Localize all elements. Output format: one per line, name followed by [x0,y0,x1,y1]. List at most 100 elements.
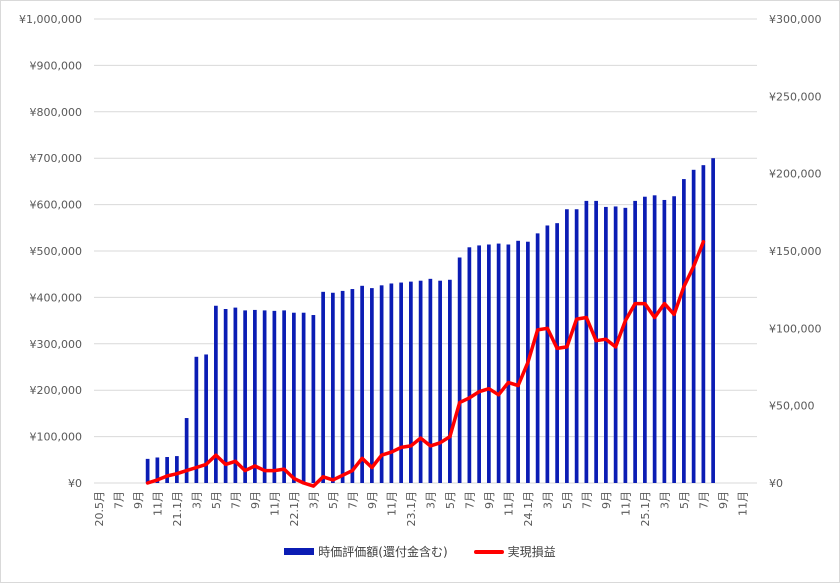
legend-label-bar: 時価評価額(還付金含む) [318,545,448,559]
bar [360,285,364,483]
x-tick-label: 9月 [132,491,145,509]
bar [691,169,696,484]
left-tick-label: ¥300,000 [30,338,83,351]
bar [672,196,676,484]
bar [214,305,218,483]
bar [321,291,325,483]
left-axis-ticks: ¥0 ¥100,000 ¥200,000 ¥300,000 ¥400,000 ¥500,0… [19,13,82,490]
legend-item-bar: 時価評価額(還付金含む) [284,543,448,560]
line-path [145,239,706,488]
bar [535,233,540,483]
x-tick-label: 20.5月 [93,491,106,527]
bar [409,281,413,483]
bar [477,245,481,483]
bar [574,209,579,484]
x-tick-label: 5月 [210,491,223,509]
bar [545,225,550,484]
bar [165,457,169,483]
x-axis-ticks: 20.5月 7月 9月 11月 21.1月 3月 5月 7月 9月 11月 22.1月 3月 5月 7月 9… [93,491,750,527]
bar [253,309,257,483]
x-tick-label: 7月 [229,491,242,509]
bar [223,309,228,483]
legend-swatch-line [473,549,504,554]
x-tick-label: 7月 [697,491,710,509]
bar [145,458,150,483]
bar [282,310,286,483]
right-tick-label: ¥300,000 [769,13,822,26]
x-tick-label: 3月 [541,491,554,509]
bar [155,457,160,483]
x-tick-label: 5月 [561,491,574,509]
x-tick-label: 3月 [190,491,203,509]
bar [243,310,247,483]
bar [516,240,520,483]
legend-label-line: 実現損益 [507,545,556,559]
right-axis-ticks: ¥0 ¥50,000 ¥100,000 ¥150,000 ¥200,000 ¥250,00… [769,13,822,490]
x-tick-label: 9月 [249,491,262,509]
bar [487,244,491,483]
x-tick-label: 9月 [717,491,730,509]
x-tick-label: 22.1月 [288,491,301,527]
x-tick-label: 23.1月 [405,491,418,527]
x-tick-label: 11月 [619,491,632,516]
x-tick-label: 11月 [268,491,281,516]
bar [292,312,296,483]
bar [204,354,208,483]
bar [604,206,608,484]
bar [350,289,355,483]
right-tick-label: ¥150,000 [769,245,822,258]
bar [311,315,316,483]
x-tick-label: 9月 [366,491,379,509]
bar [643,196,647,483]
left-tick-label: ¥900,000 [30,59,83,72]
x-tick-label: 7月 [463,491,476,509]
bar [233,307,238,483]
bar [175,456,179,483]
bar [184,418,189,483]
left-tick-label: ¥500,000 [30,245,83,258]
bar [506,244,511,483]
bar [262,310,267,483]
bar [555,223,559,483]
x-tick-label: 5月 [678,491,691,509]
x-tick-label: 24.1月 [522,491,535,527]
x-tick-label: 11月 [736,491,749,516]
bar [340,290,345,483]
bar [301,312,306,483]
legend-swatch-bar [284,548,315,555]
bar [399,282,403,483]
left-tick-label: ¥800,000 [30,106,83,119]
bar [496,243,501,483]
x-tick-label: 11月 [151,491,164,516]
bar [652,195,657,483]
left-tick-label: ¥600,000 [30,199,83,212]
bar [389,283,394,483]
right-tick-label: ¥0 [769,477,783,490]
x-tick-label: 21.1月 [171,491,184,527]
left-tick-label: ¥700,000 [30,152,83,165]
x-tick-label: 3月 [658,491,671,509]
bar [623,207,628,483]
x-tick-label: 11月 [502,491,515,516]
gridlines [94,18,757,484]
left-tick-label: ¥1,000,000 [19,13,82,26]
bar [448,279,452,483]
bar [457,257,462,483]
right-tick-label: ¥100,000 [769,322,822,335]
bar [438,280,442,483]
bar [428,278,433,483]
x-tick-label: 9月 [600,491,613,509]
legend-item-line: 実現損益 [473,543,556,560]
x-tick-label: 5月 [327,491,340,509]
left-tick-label: ¥0 [68,477,82,490]
left-tick-label: ¥400,000 [30,291,83,304]
right-tick-label: ¥200,000 [769,168,822,181]
bar [331,292,335,483]
right-tick-label: ¥250,000 [769,90,822,103]
x-tick-label: 7月 [346,491,359,509]
bar [711,158,715,483]
left-tick-label: ¥200,000 [30,384,83,397]
bar [633,200,637,483]
